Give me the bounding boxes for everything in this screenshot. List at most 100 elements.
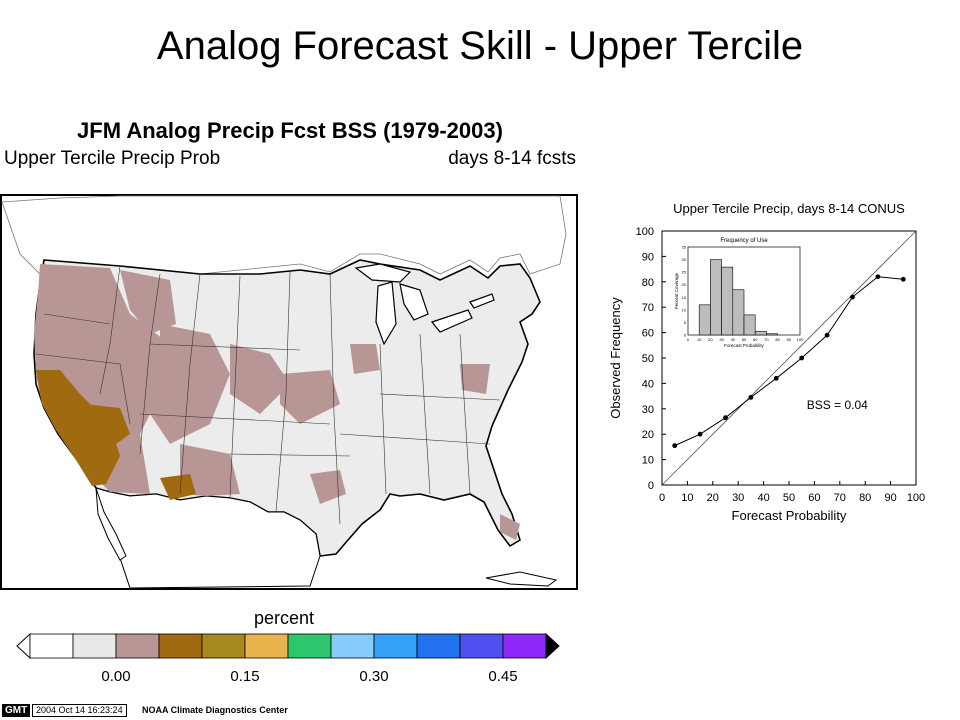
histogram-x-tick-label: 20 (708, 337, 713, 342)
histogram-bar (698, 304, 711, 336)
cuba (485, 571, 558, 587)
y-tick-label: 70 (642, 302, 654, 314)
histogram-x-tick-label: 90 (787, 337, 792, 342)
x-tick-label: 30 (732, 492, 744, 504)
y-tick-label: 60 (642, 328, 654, 340)
y-tick-label: 0 (648, 480, 654, 492)
histogram-bar (732, 289, 745, 336)
bss-annotation: BSS = 0.04 (807, 398, 868, 412)
colorbar-tick-label: 0.00 (101, 668, 131, 685)
colorbar-swatch (330, 633, 375, 659)
x-tick-label: 70 (834, 492, 846, 504)
reliability-point (748, 394, 754, 400)
colorbar-label: percent (254, 608, 315, 628)
reliability-series-line (674, 276, 904, 447)
histogram-y-tick-label: 15 (682, 295, 687, 300)
y-tick-label: 80 (642, 277, 654, 289)
colorbar-right-arrow (545, 632, 560, 660)
canada-land (1, 195, 567, 275)
baja-california (95, 487, 127, 561)
histogram-x-tick-label: 0 (687, 337, 690, 342)
gmt-logo: GMT (2, 704, 31, 717)
colorbar-swatch (72, 633, 117, 659)
footer: GMT 2004 Oct 14 16:23:24 NOAA Climate Di… (0, 704, 360, 718)
y-axis-label: Observed Frequency (608, 297, 623, 419)
reliability-point (773, 375, 779, 381)
histogram-bar (721, 266, 734, 336)
x-tick-label: 20 (707, 492, 719, 504)
colorbar-swatch (29, 633, 74, 659)
map-subtitle-right: days 8-14 fcsts (448, 148, 576, 169)
histogram-y-tick-label: 10 (682, 307, 687, 312)
reliability-point (672, 443, 678, 449)
reliability-point (723, 415, 728, 421)
y-tick-label: 40 (642, 378, 654, 390)
slide-title: Analog Forecast Skill - Upper Tercile (156, 24, 804, 68)
colorbar-swatch (459, 633, 504, 659)
x-tick-label: 40 (757, 492, 769, 504)
colorbar-left-arrow (16, 632, 31, 660)
colorbar-tick-label: 0.15 (230, 668, 260, 685)
histogram-x-tick-label: 60 (753, 337, 758, 342)
histogram-bar (710, 259, 722, 336)
state-boundaries (35, 265, 501, 525)
colorbar-swatch (201, 633, 246, 659)
histogram-x-tick-label: 100 (797, 337, 804, 342)
reliability-point (875, 274, 881, 280)
x-tick-label: 80 (859, 492, 871, 504)
histogram-x-label: Forecast Probability (724, 343, 765, 348)
great-lakes (354, 263, 495, 346)
y-tick-label: 30 (642, 404, 654, 416)
reliability-point (824, 332, 830, 338)
map-title: JFM Analog Precip Fcst BSS (1979-2003) (77, 118, 503, 143)
colorbar-tick-label: 0.45 (488, 668, 518, 685)
histogram-bar (766, 333, 778, 336)
histogram-x-tick-label: 40 (731, 337, 736, 342)
y-tick-label: 50 (642, 353, 654, 365)
x-axis-label: Forecast Probability (732, 508, 847, 523)
reliability-point (697, 431, 703, 437)
histogram-bar (743, 314, 756, 336)
histogram-y-tick-label: 35 (682, 245, 687, 250)
x-tick-label: 100 (907, 492, 925, 504)
x-tick-label: 10 (681, 492, 693, 504)
map-subtitle-left: Upper Tercile Precip Prob (4, 148, 221, 169)
colorbar-swatch (416, 633, 461, 659)
x-tick-label: 0 (659, 492, 665, 504)
bss-map (0, 194, 578, 590)
skill-shading (34, 264, 520, 540)
perfect-reliability-line (661, 230, 917, 486)
histogram-y-tick-label: 20 (682, 282, 687, 287)
histogram-y-tick-label: 5 (684, 320, 687, 325)
colorbar-swatch (158, 633, 203, 659)
colorbar-swatch (373, 633, 418, 659)
colorbar-swatch (115, 633, 160, 659)
colorbar-swatch (287, 633, 332, 659)
gmt-timestamp: 2004 Oct 14 16:23:24 (32, 704, 127, 717)
colorbar-swatch (502, 633, 547, 659)
histogram-y-tick-label: 30 (682, 257, 687, 262)
histogram-y-label: Percent Coverage (674, 272, 679, 309)
colorbar-swatch (244, 633, 289, 659)
histogram-y-tick-label: 0 (684, 333, 687, 338)
reliability-point (799, 355, 805, 361)
histogram-bar (754, 330, 767, 336)
histogram-x-tick-label: 70 (764, 337, 769, 342)
y-tick-label: 20 (642, 429, 654, 441)
x-tick-label: 90 (884, 492, 896, 504)
histogram-x-tick-label: 10 (697, 337, 702, 342)
reliability-title: Upper Tercile Precip, days 8-14 CONUS (673, 201, 905, 216)
colorbar (16, 632, 560, 660)
reliability-diagram: Upper Tercile Precip, days 8-14 CONUS 0 10… (608, 201, 925, 523)
footer-organization: NOAA Climate Diagnostics Center (142, 705, 288, 715)
x-tick-label: 60 (808, 492, 820, 504)
y-tick-label: 90 (642, 251, 654, 263)
histogram-x-tick-label: 30 (719, 337, 724, 342)
colorbar-tick-label: 0.30 (359, 668, 389, 685)
reliability-point (900, 276, 906, 282)
histogram-x-tick-label: 50 (742, 337, 747, 342)
y-tick-label: 10 (642, 455, 654, 467)
x-tick-label: 50 (783, 492, 795, 504)
reliability-point (850, 294, 855, 300)
y-tick-label: 100 (636, 226, 654, 238)
